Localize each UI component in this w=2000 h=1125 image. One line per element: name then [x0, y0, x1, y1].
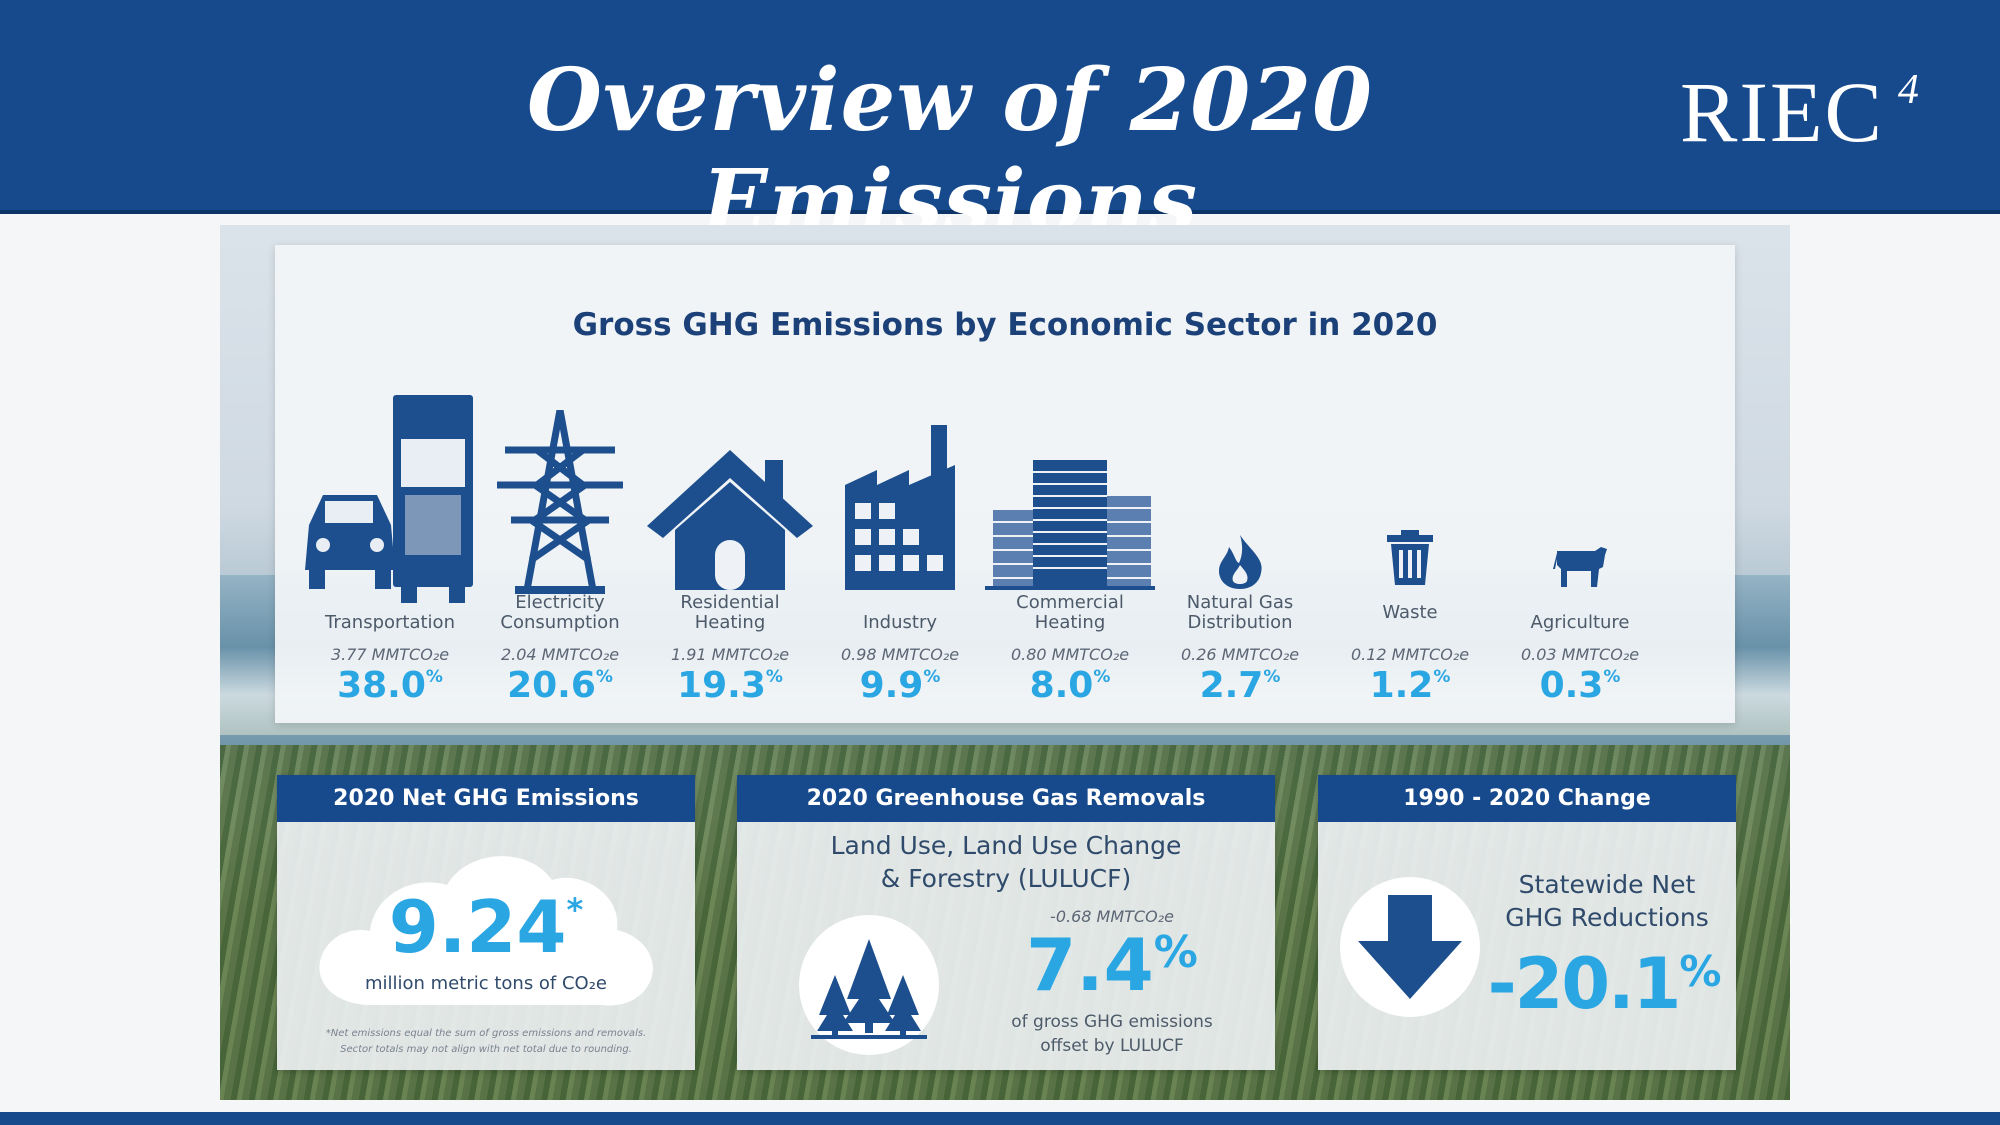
sector-percent-number: 9.9	[859, 665, 924, 706]
lulucf-label: Land Use, Land Use Change & Forestry (LU…	[737, 829, 1275, 895]
house-icon	[647, 450, 813, 590]
title-banner: Overview of 2020 Emissions RIEC 4	[0, 0, 2000, 252]
sector-value: 0.26 MMTCO₂e	[1180, 645, 1300, 664]
footnote-line-2: Sector totals may not align with net tot…	[340, 1044, 632, 1055]
sector-panel-title: Gross GHG Emissions by Economic Sector i…	[572, 307, 1438, 343]
net-emissions-value: 9.24*	[277, 885, 695, 969]
percent-sign: %	[765, 667, 783, 687]
slide-title: Overview of 2020 Emissions	[527, 50, 1373, 252]
sector-name: Residential Heating	[680, 592, 780, 633]
change-percent: -20.1%	[1473, 943, 1736, 1025]
percent-sign: %	[1263, 667, 1281, 687]
lulucf-line-2: & Forestry (LULUCF)	[880, 864, 1132, 893]
removals-percent-number: 7.4	[1026, 923, 1154, 1007]
sector-percent: 2.7%	[1155, 665, 1325, 706]
sector-percent-number: 2.7	[1199, 665, 1264, 706]
change-box: 1990 - 2020 Change Statewide Net GHG Red…	[1318, 775, 1736, 1070]
percent-sign: %	[595, 667, 613, 687]
factory-icon	[845, 425, 955, 590]
sector-value: 3.77 MMTCO₂e	[330, 645, 450, 664]
sector-percent: 8.0%	[985, 665, 1155, 706]
change-label: Statewide Net GHG Reductions	[1488, 868, 1726, 934]
sector-percent: 1.2%	[1325, 665, 1495, 706]
arrow-badge	[1340, 877, 1480, 1017]
sector-name: Agriculture	[1530, 612, 1630, 633]
car-truck-icon	[305, 395, 473, 603]
removals-caption: of gross GHG emissions offset by LULUCF	[962, 1010, 1262, 1058]
power-tower-icon	[497, 410, 623, 594]
sector-percent-number: 1.2	[1369, 665, 1434, 706]
caption-line-2: offset by LULUCF	[1040, 1036, 1184, 1056]
removals-box: 2020 Greenhouse Gas Removals Land Use, L…	[737, 775, 1275, 1070]
percent-sign: %	[923, 667, 941, 687]
net-emissions-unit: million metric tons of CO₂e	[364, 973, 608, 994]
net-emissions-box: 2020 Net GHG Emissions 9.24* million met…	[277, 775, 695, 1070]
sector-percent: 20.6%	[475, 665, 645, 706]
sector-name: Natural Gas Distribution	[1186, 592, 1294, 633]
sector-percent: 9.9%	[815, 665, 985, 706]
lulucf-line-1: Land Use, Land Use Change	[830, 831, 1182, 860]
sector-percent: 19.3%	[645, 665, 815, 706]
sector-value: 1.91 MMTCO₂e	[670, 645, 790, 664]
change-header: 1990 - 2020 Change	[1318, 775, 1736, 822]
sector-percent-number: 38.0	[337, 665, 426, 706]
sector-name: Commercial Heating	[1016, 592, 1124, 633]
trash-can-icon	[1387, 530, 1433, 585]
percent-sign: %	[1093, 667, 1111, 687]
logo-text: RIEC	[1680, 64, 1884, 160]
page-number: 4	[1897, 67, 1921, 113]
riec-logo: RIEC 4	[1680, 62, 1921, 162]
caption-line-1: of gross GHG emissions	[1011, 1012, 1213, 1032]
sector-value: 0.03 MMTCO₂e	[1520, 645, 1640, 664]
percent-sign: %	[1679, 947, 1722, 996]
change-percent-number: -20.1	[1487, 943, 1682, 1025]
sector-name: Waste	[1382, 602, 1438, 623]
footnote-line-1: *Net emissions equal the sum of gross em…	[325, 1028, 647, 1039]
percent-sign: %	[425, 667, 443, 687]
down-arrow-icon	[1358, 895, 1462, 999]
trees-icon	[811, 939, 927, 1039]
sector-percent-number: 19.3	[677, 665, 766, 706]
sector-value: 0.98 MMTCO₂e	[840, 645, 960, 664]
net-value-number: 9.24	[388, 885, 567, 969]
sector-name: Electricity Consumption	[500, 592, 620, 633]
sector-percent-number: 8.0	[1029, 665, 1094, 706]
bottom-bar	[0, 1112, 2000, 1125]
sector-name: Industry	[862, 612, 938, 633]
sector-percent-number: 20.6	[507, 665, 596, 706]
sector-percent: 38.0%	[305, 665, 475, 706]
sector-percent: 0.3%	[1495, 665, 1665, 706]
cloud-icon	[319, 856, 653, 1006]
net-emissions-header: 2020 Net GHG Emissions	[277, 775, 695, 822]
removals-header: 2020 Greenhouse Gas Removals	[737, 775, 1275, 822]
flame-icon	[1219, 535, 1262, 589]
sector-value: 2.04 MMTCO₂e	[500, 645, 620, 664]
removals-value: -0.68 MMTCO₂e	[1050, 907, 1174, 926]
asterisk: *	[566, 891, 584, 929]
sector-name: Transportation	[325, 612, 455, 633]
change-line-2: GHG Reductions	[1505, 903, 1709, 932]
percent-sign: %	[1433, 667, 1451, 687]
removals-percent: 7.4%	[962, 923, 1262, 1007]
percent-sign: %	[1153, 927, 1198, 978]
sector-percent-number: 0.3	[1539, 665, 1604, 706]
percent-sign: %	[1603, 667, 1621, 687]
sector-value: 0.12 MMTCO₂e	[1350, 645, 1470, 664]
sector-emissions-panel: Gross GHG Emissions by Economic Sector i…	[275, 245, 1735, 723]
sector-value: 0.80 MMTCO₂e	[1010, 645, 1130, 664]
change-line-1: Statewide Net	[1518, 870, 1696, 899]
buildings-icon	[985, 460, 1155, 590]
trees-badge	[799, 915, 939, 1055]
cow-icon	[1553, 547, 1607, 587]
